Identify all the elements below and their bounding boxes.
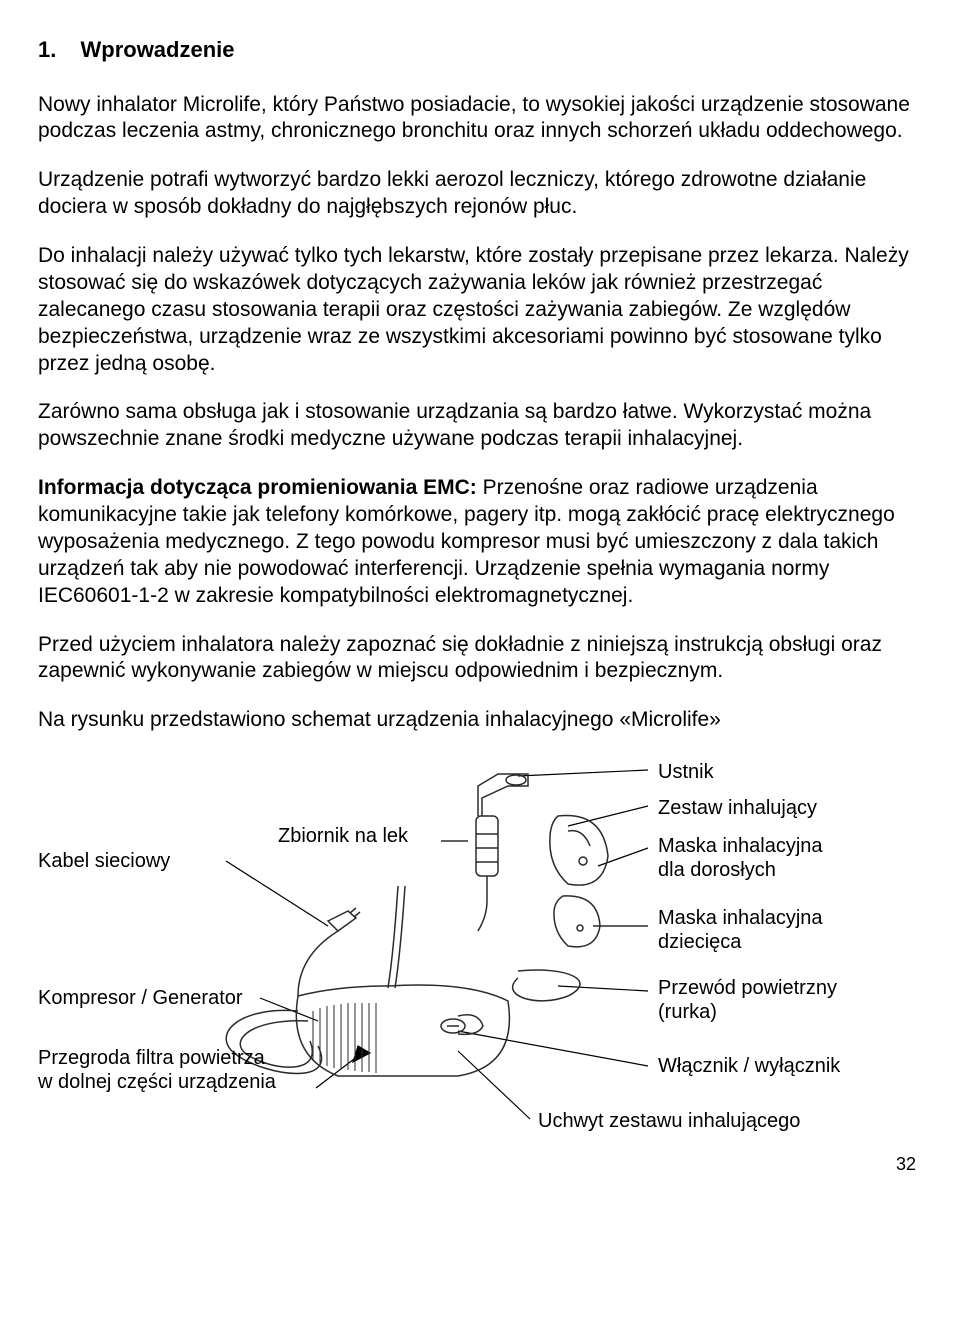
label-ustnik: Ustnik (658, 760, 714, 784)
intro-para-2: Urządzenie potrafi wytworzyć bardzo lekk… (38, 167, 916, 221)
label-przewod-line2: (rurka) (658, 1001, 717, 1023)
label-maska-dziecieca: Maska inhalacyjna dziecięca (658, 906, 823, 954)
intro-para-4: Zarówno sama obsługa jak i stosowanie ur… (38, 399, 916, 453)
heading-number: 1. (38, 36, 56, 64)
label-przewod: Przewód powietrzny (rurka) (658, 976, 837, 1024)
emc-para: Informacja dotycząca promieniowania EMC:… (38, 475, 916, 609)
heading-title: Wprowadzenie (80, 37, 234, 62)
label-przegroda-line1: Przegroda filtra powietrza (38, 1047, 265, 1069)
label-przewod-line1: Przewód powietrzny (658, 977, 837, 999)
label-maska-dziecieca-line1: Maska inhalacyjna (658, 907, 823, 929)
label-maska-doroslych-line1: Maska inhalacyjna (658, 835, 823, 857)
label-zbiornik: Zbiornik na lek (278, 824, 408, 848)
label-przegroda: Przegroda filtra powietrza w dolnej częś… (38, 1046, 276, 1094)
diagram-caption: Na rysunku przedstawiono schemat urządze… (38, 707, 916, 734)
intro-para-3: Do inhalacji należy używać tylko tych le… (38, 243, 916, 377)
device-diagram: Zbiornik na lek Kabel sieciowy Kompresor… (38, 756, 916, 1151)
label-kabel: Kabel sieciowy (38, 849, 170, 873)
label-maska-doroslych: Maska inhalacyjna dla dorosłych (658, 834, 823, 882)
label-uchwyt: Uchwyt zestawu inhalującego (538, 1109, 800, 1133)
emc-bold: Informacja dotycząca promieniowania EMC: (38, 476, 477, 499)
intro-para-1: Nowy inhalator Microlife, który Państwo … (38, 92, 916, 146)
before-use-para: Przed użyciem inhalatora należy zapoznać… (38, 632, 916, 686)
label-kompresor: Kompresor / Generator (38, 986, 243, 1010)
label-maska-dziecieca-line2: dziecięca (658, 931, 741, 953)
label-przegroda-line2: w dolnej części urządzenia (38, 1071, 276, 1093)
label-zestaw: Zestaw inhalujący (658, 796, 817, 820)
label-maska-doroslych-line2: dla dorosłych (658, 859, 776, 881)
page-number: 32 (896, 1153, 916, 1176)
section-heading: 1. Wprowadzenie (38, 36, 916, 64)
label-wlacznik: Włącznik / wyłącznik (658, 1054, 840, 1078)
